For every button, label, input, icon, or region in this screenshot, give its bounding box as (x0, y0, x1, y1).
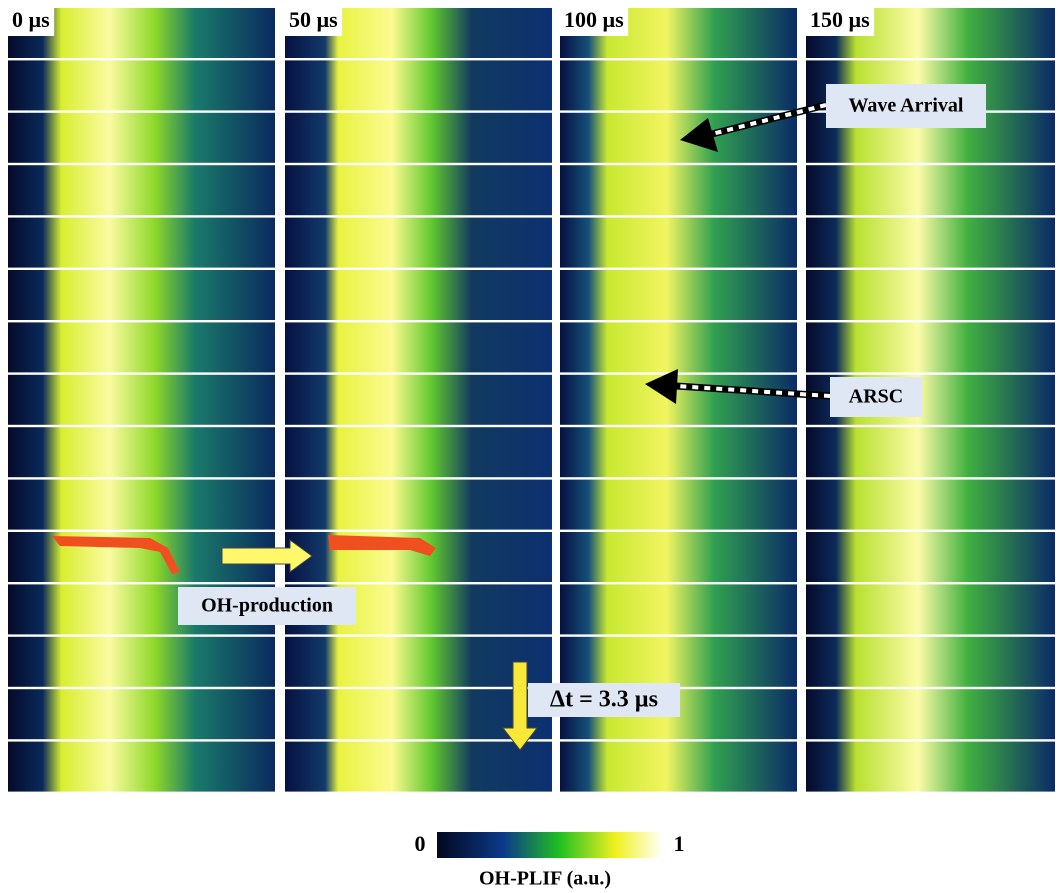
image-strip (560, 427, 797, 477)
image-strip (8, 60, 275, 110)
image-strip (285, 375, 552, 425)
image-strip (285, 60, 552, 110)
annotation: OH-production (201, 595, 333, 617)
image-strip (560, 584, 797, 634)
image-strip (560, 375, 797, 425)
image-strip (560, 637, 797, 687)
annotation: Δt = 3.3 µs (550, 687, 658, 713)
image-strip (8, 480, 275, 530)
annotation: ARSC (849, 386, 903, 408)
image-strip (285, 427, 552, 477)
image-strip (8, 742, 275, 792)
colorbar-min: 0 (415, 831, 426, 856)
image-strip (806, 322, 1055, 372)
page: Wave Arrival ARSC OH-production Δt = 3.3… (0, 0, 1059, 893)
image-strip (560, 60, 797, 110)
column-label: 100 µs (564, 7, 624, 32)
column-label: 50 µs (289, 7, 338, 32)
image-strip (285, 322, 552, 372)
image-strip (8, 637, 275, 687)
image-strip (285, 270, 552, 320)
column-label: 0 µs (12, 7, 50, 32)
colorbar-max: 1 (674, 831, 685, 856)
image-strip (560, 218, 797, 268)
image-strip (285, 480, 552, 530)
image-strip (8, 218, 275, 268)
image-strip (285, 742, 552, 792)
image-strip (806, 532, 1055, 582)
image-strip (560, 165, 797, 215)
image-strip (806, 689, 1055, 739)
image-strip (806, 165, 1055, 215)
image-strip (560, 532, 797, 582)
column-label: 150 µs (810, 7, 870, 32)
image-strip (560, 322, 797, 372)
image-strip (8, 322, 275, 372)
image-strip (560, 480, 797, 530)
image-strip (806, 270, 1055, 320)
image-strip (806, 584, 1055, 634)
image-strip (806, 218, 1055, 268)
image-strip (8, 270, 275, 320)
image-strip (806, 637, 1055, 687)
image-strip (8, 113, 275, 163)
colorbar (437, 832, 660, 858)
image-strip (8, 427, 275, 477)
colorbar-title: OH-PLIF (a.u.) (479, 868, 611, 890)
image-strip (560, 742, 797, 792)
image-strip (285, 218, 552, 268)
image-strip (560, 270, 797, 320)
image-strip (285, 637, 552, 687)
image-strip (8, 375, 275, 425)
image-strip (806, 480, 1055, 530)
image-strip (806, 427, 1055, 477)
image-strip (285, 165, 552, 215)
image-strip (8, 689, 275, 739)
image-strip (806, 742, 1055, 792)
image-strip (8, 165, 275, 215)
annotation: Wave Arrival (849, 95, 964, 117)
image-strip (285, 113, 552, 163)
figure: Wave Arrival ARSC OH-production Δt = 3.3… (0, 0, 1059, 893)
